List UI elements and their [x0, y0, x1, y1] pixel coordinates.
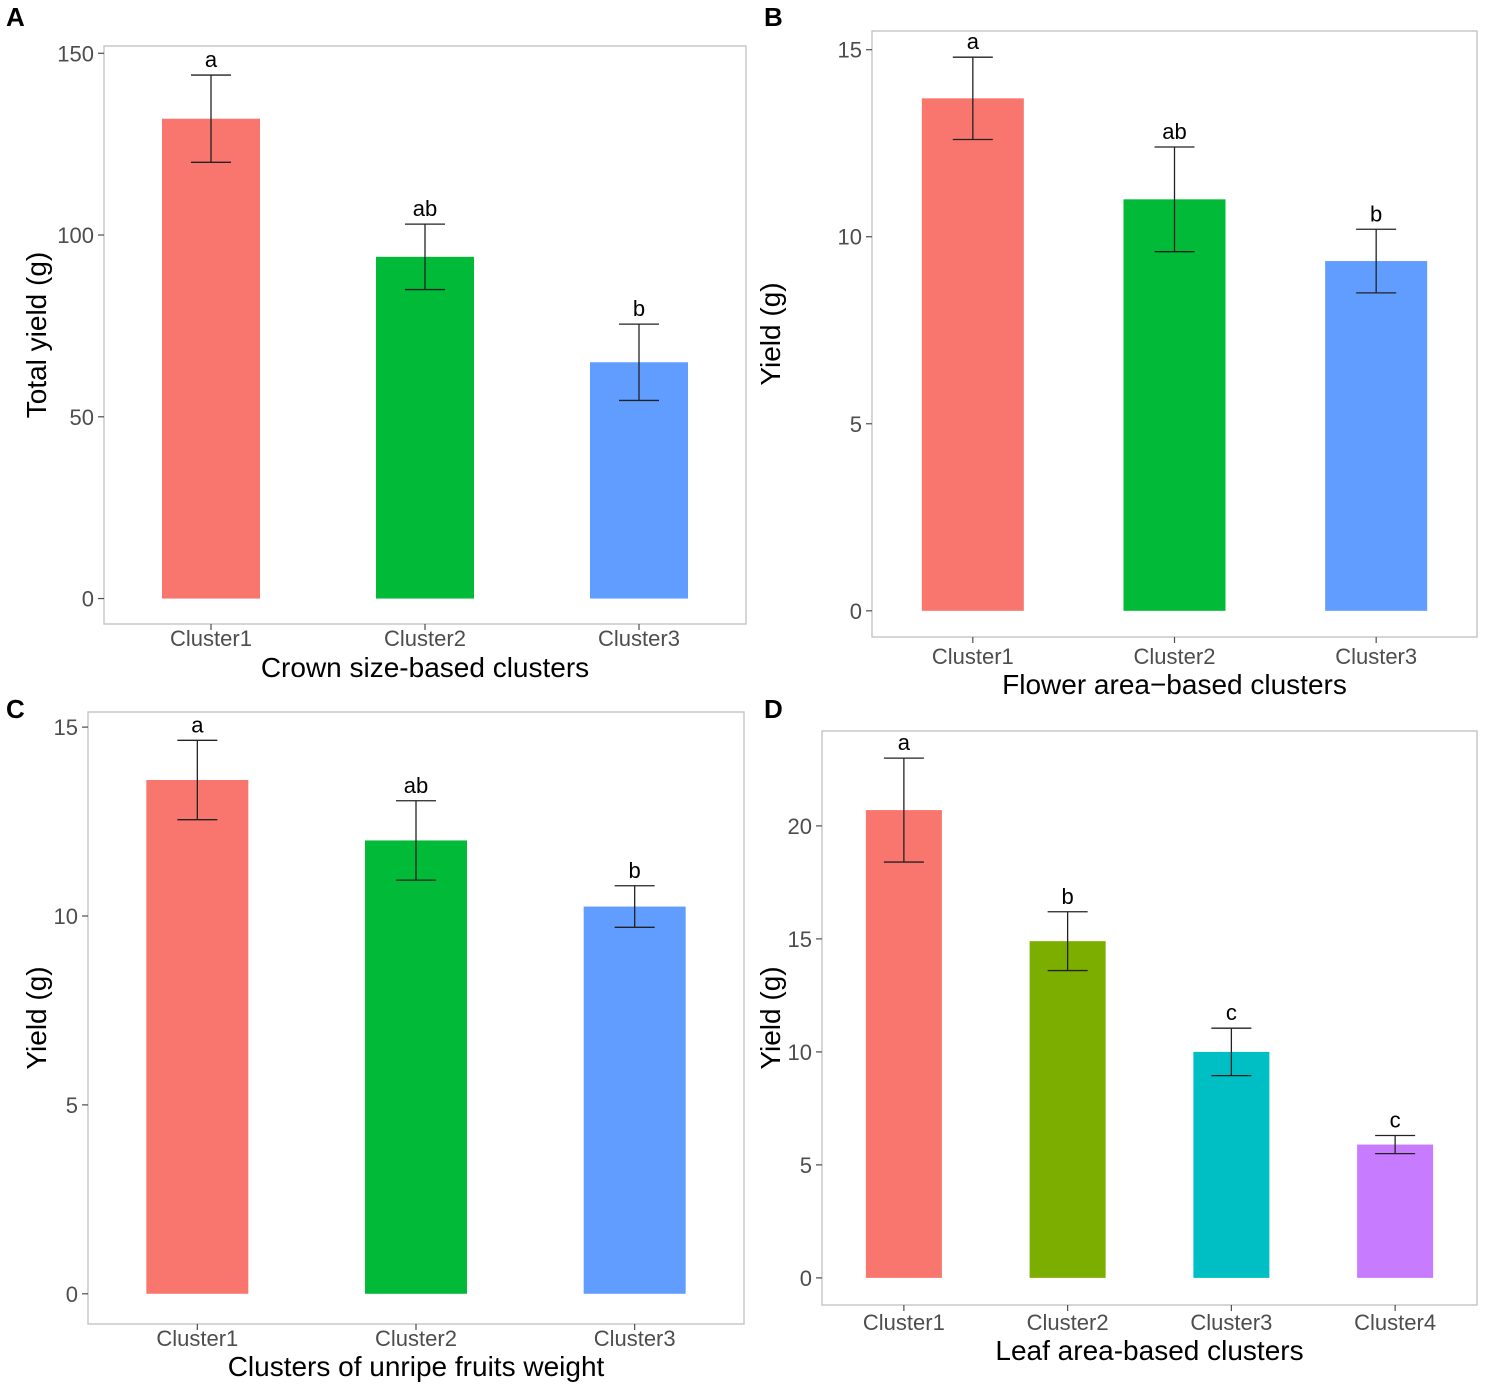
- panel-d-category-label: Cluster1: [863, 1310, 945, 1335]
- panel-b-chart: 0 5 10 15 a Cluster1 ab Cluster2 b Cluster3Flower…: [755, 29, 1478, 700]
- panel-d-significance-label: c: [1390, 1108, 1401, 1133]
- panel-d-bar: [865, 810, 942, 1278]
- panel-d-bar: [1357, 1144, 1434, 1278]
- panel-a-category-label: Cluster2: [384, 626, 466, 651]
- panel-c-significance-label: ab: [404, 773, 428, 798]
- panel-a-y-tick-label: 50: [70, 405, 94, 430]
- panel-b-significance-label: ab: [1162, 119, 1186, 144]
- panel-c-significance-label: a: [191, 712, 204, 737]
- panel-c-y-tick-label: 0: [66, 1282, 78, 1307]
- panel-c-bar: [583, 906, 686, 1294]
- panel-label-c: C: [6, 694, 25, 724]
- panel-c-y-tick-label: 15: [54, 715, 78, 740]
- panel-label-b: B: [764, 2, 783, 32]
- panel-d-y-axis-title: Yield (g): [755, 966, 786, 1069]
- panel-d-y-tick-label: 0: [800, 1266, 812, 1291]
- panel-d-category-label: Cluster3: [1190, 1310, 1272, 1335]
- panel-c-y-tick-label: 10: [54, 904, 78, 929]
- panel-b-significance-label: b: [1370, 201, 1382, 226]
- panel-a-category-label: Cluster1: [170, 626, 252, 651]
- panel-d-bar: [1193, 1051, 1270, 1278]
- panel-a-significance-label: b: [633, 296, 645, 321]
- panel-d-y-tick-label: 5: [800, 1153, 812, 1178]
- panel-c-bar: [365, 840, 467, 1294]
- panel-a-significance-label: a: [205, 47, 218, 72]
- panel-b-x-axis-title: Flower area−based clusters: [1002, 669, 1347, 700]
- panel-a-bar: [162, 118, 260, 599]
- panel-c-chart: 0 5 10 15 a Cluster1 ab Cluster2 b Cluster3Cluste…: [21, 711, 745, 1382]
- panel-d-y-tick-label: 15: [788, 927, 812, 952]
- panel-c-y-tick-label: 5: [66, 1093, 78, 1118]
- panel-d-significance-label: b: [1062, 884, 1074, 909]
- panel-label-a: A: [6, 2, 25, 32]
- panel-c-category-label: Cluster3: [594, 1326, 676, 1351]
- panel-d-category-label: Cluster4: [1354, 1310, 1436, 1335]
- panel-a-y-tick-label: 0: [82, 587, 94, 612]
- panel-b-y-axis-title: Yield (g): [755, 282, 786, 385]
- panel-b-bar: [1123, 199, 1226, 611]
- panel-b-bar: [1325, 261, 1428, 611]
- panel-b-significance-label: a: [967, 29, 980, 54]
- panel-a-significance-label: ab: [413, 196, 437, 221]
- panel-d-y-tick-label: 10: [788, 1040, 812, 1065]
- panel-a-x-axis-title: Crown size-based clusters: [261, 652, 589, 683]
- panel-b-y-tick-label: 15: [838, 38, 862, 63]
- panel-d-bar: [1029, 941, 1106, 1278]
- panel-b-category-label: Cluster1: [932, 644, 1014, 669]
- panel-d-y-tick-label: 20: [788, 814, 812, 839]
- panel-a-y-tick-label: 150: [57, 41, 94, 66]
- panel-a-category-label: Cluster3: [598, 626, 680, 651]
- panel-d-category-label: Cluster2: [1027, 1310, 1109, 1335]
- panel-d-x-axis-title: Leaf area-based clusters: [995, 1335, 1303, 1366]
- panel-b-y-tick-label: 10: [838, 225, 862, 250]
- panel-b-y-tick-label: 5: [850, 412, 862, 437]
- panel-a-chart: 0 50 100 150 a Cluster1 ab Cluster2 b Cluster3 Cro…: [21, 41, 747, 683]
- panel-c-category-label: Cluster2: [375, 1326, 457, 1351]
- panel-b-category-label: Cluster2: [1134, 644, 1216, 669]
- panel-c-x-axis-title: Clusters of unripe fruits weight: [228, 1351, 605, 1382]
- panel-a-bar: [376, 256, 474, 599]
- panel-b-y-tick-label: 0: [850, 599, 862, 624]
- panel-d-significance-label: a: [898, 730, 911, 755]
- panel-a-bar: [590, 362, 688, 599]
- panel-a-y-tick-label: 100: [57, 223, 94, 248]
- panel-d-chart: 0 5 10 15 20 a Cluster1 b Cluster2 c Cluster3 c Clus…: [755, 730, 1478, 1366]
- panel-d-significance-label: c: [1226, 1000, 1237, 1025]
- panel-c-category-label: Cluster1: [156, 1326, 238, 1351]
- panel-a-y-axis-title: Total yield (g): [21, 252, 52, 419]
- panel-b-bar: [921, 98, 1024, 611]
- panel-b-category-label: Cluster3: [1335, 644, 1417, 669]
- panel-c-significance-label: b: [629, 858, 641, 883]
- panel-c-bar: [146, 780, 249, 1294]
- panel-c-y-axis-title: Yield (g): [21, 966, 52, 1069]
- panel-label-d: D: [764, 694, 783, 724]
